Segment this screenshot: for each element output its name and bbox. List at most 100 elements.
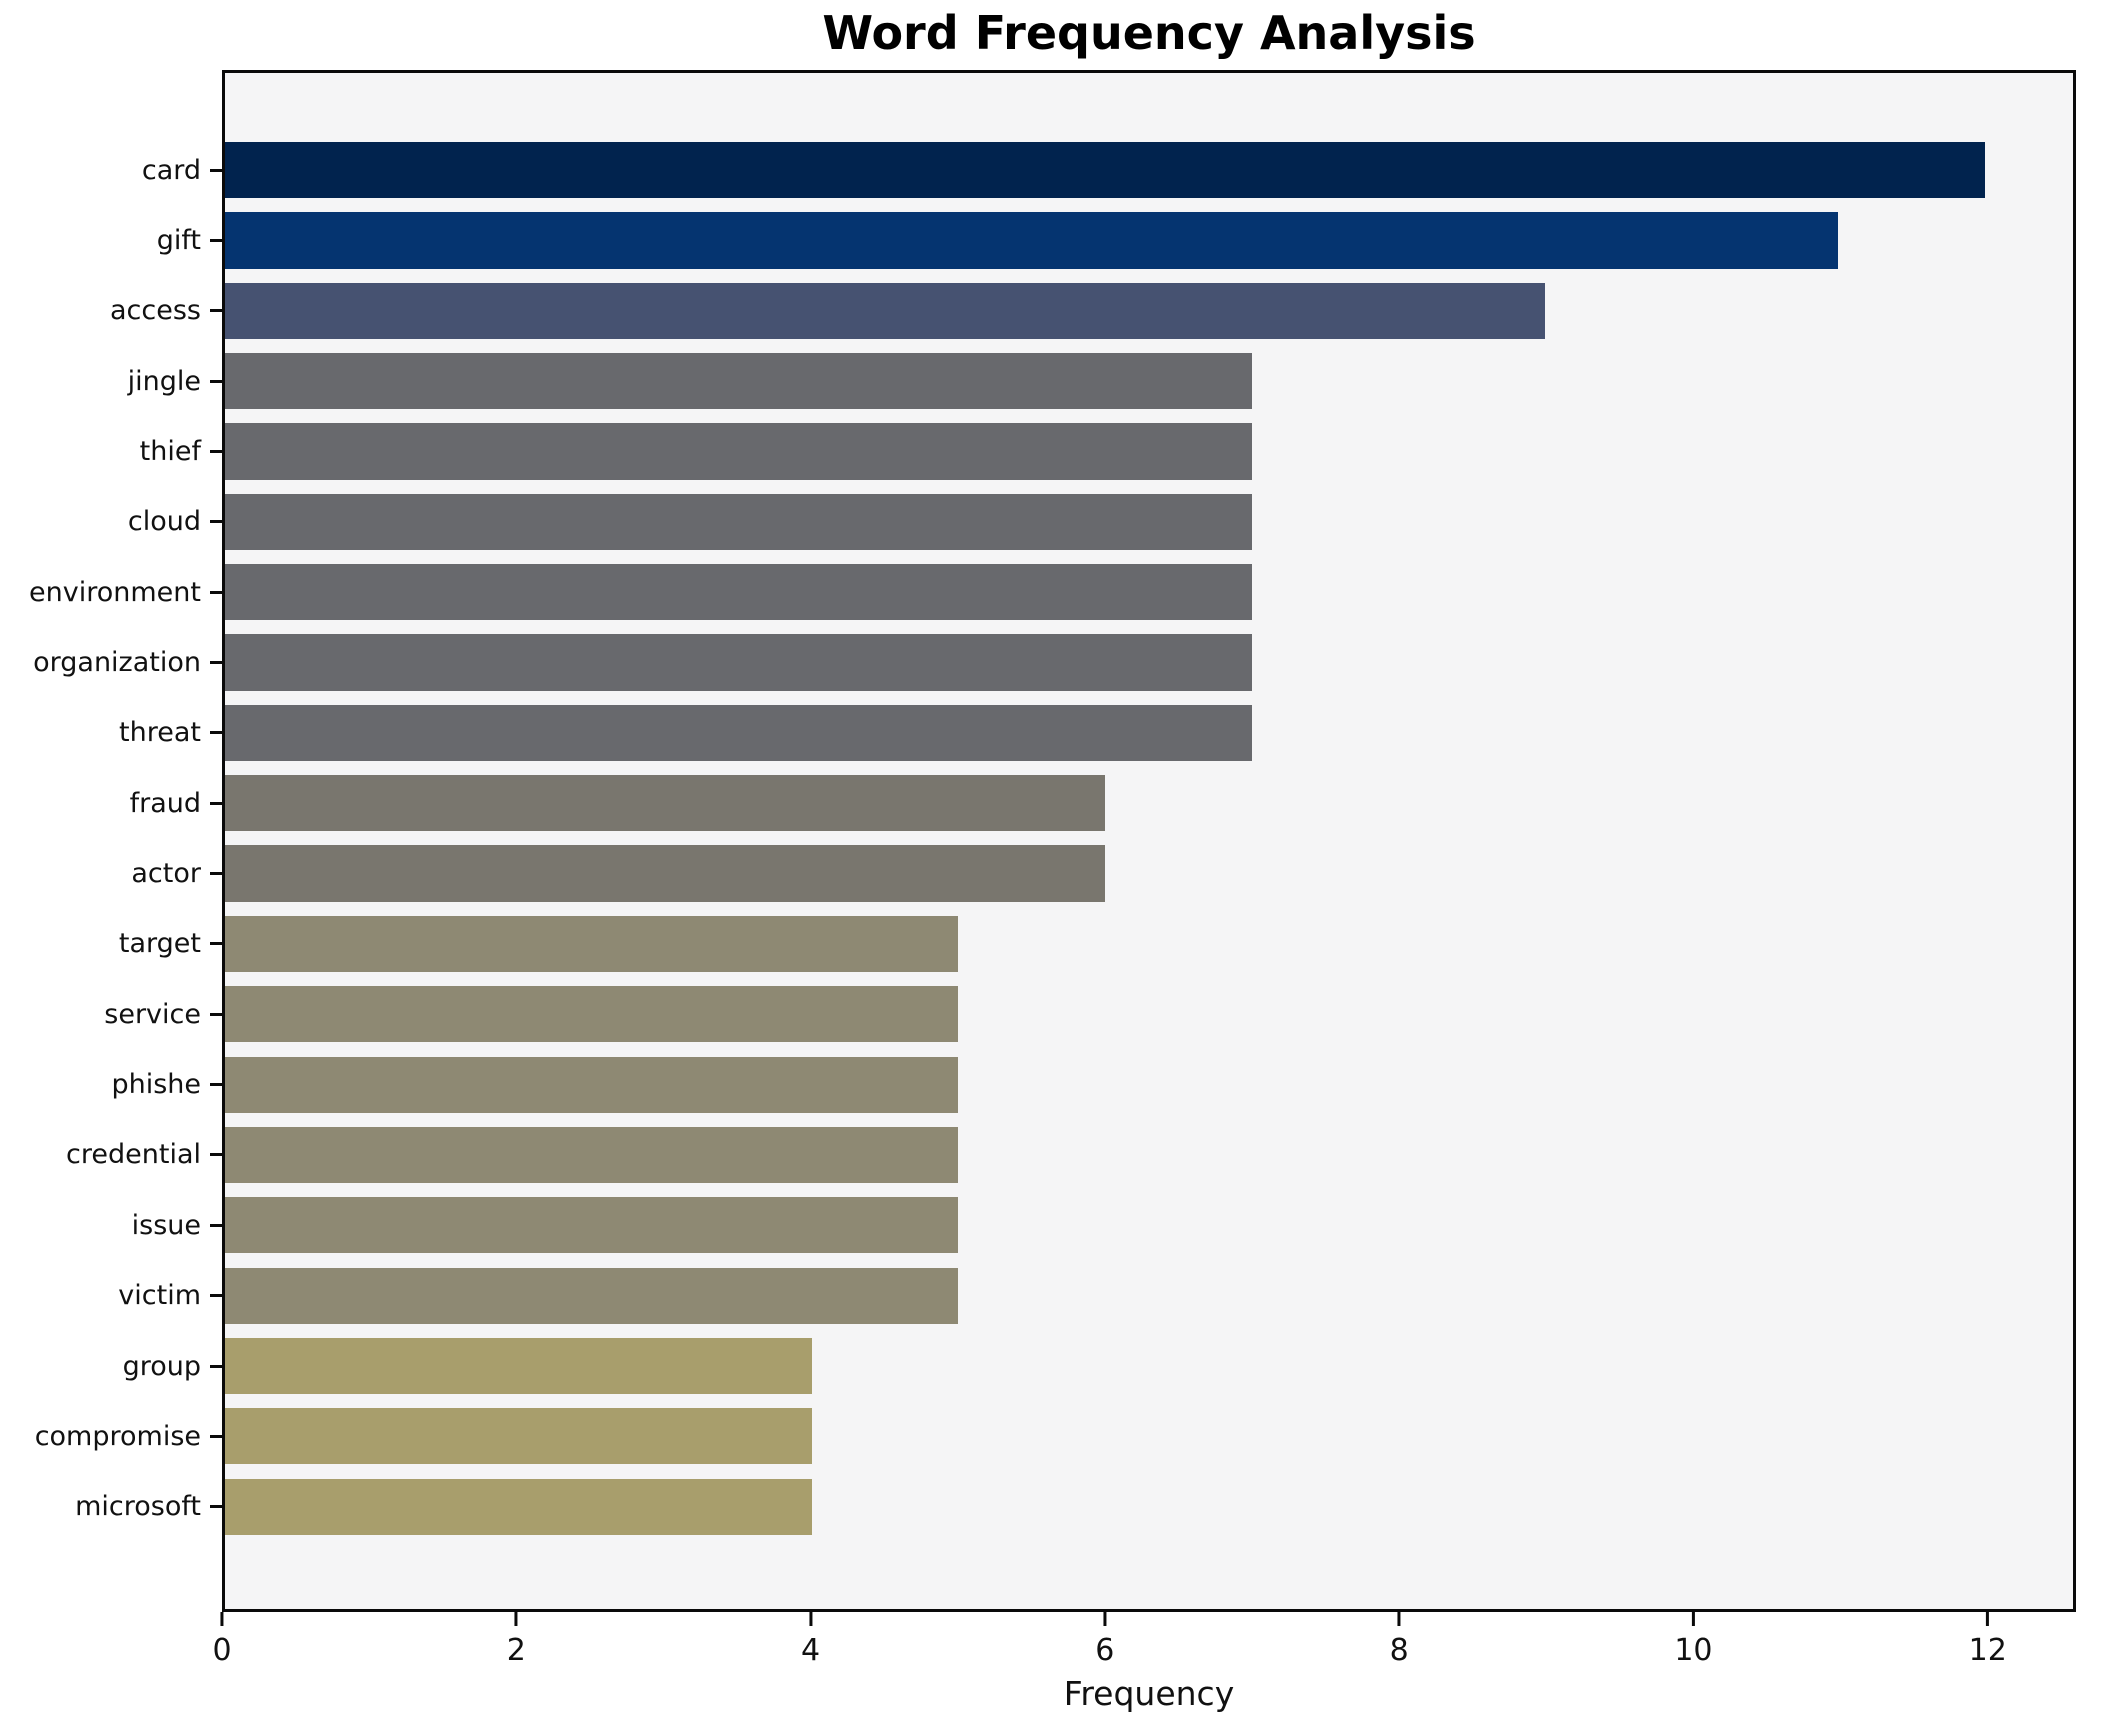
y-label-row: jingle bbox=[0, 346, 222, 416]
x-axis-title: Frequency bbox=[1063, 1674, 1235, 1713]
bar-threat bbox=[225, 704, 1252, 762]
y-label-row: gift bbox=[0, 205, 222, 275]
bar-target bbox=[225, 915, 959, 973]
y-axis-labels: card gift access jingle thief cloud environmen… bbox=[0, 135, 222, 1542]
x-tick-12: 12 bbox=[1969, 1612, 2007, 1668]
x-tick-4: 4 bbox=[801, 1612, 820, 1668]
y-label-card: card bbox=[141, 154, 201, 186]
bar-row bbox=[225, 909, 2073, 979]
x-tick-10: 10 bbox=[1674, 1612, 1713, 1668]
x-tick-label: 2 bbox=[506, 1633, 526, 1668]
x-tick-mark bbox=[809, 1612, 813, 1626]
y-tick-mark bbox=[210, 661, 222, 665]
bar-row bbox=[225, 838, 2073, 908]
x-tick-label: 4 bbox=[801, 1633, 821, 1668]
bar-row bbox=[225, 276, 2073, 346]
y-label-credential: credential bbox=[66, 1139, 201, 1171]
y-tick-mark bbox=[210, 1083, 222, 1087]
bar-row bbox=[225, 1472, 2073, 1542]
y-label-environment: environment bbox=[29, 576, 201, 608]
bar-compromise bbox=[225, 1408, 812, 1465]
y-label-victim: victim bbox=[118, 1280, 201, 1312]
y-label-row: environment bbox=[0, 557, 222, 627]
x-tick-mark bbox=[1397, 1612, 1401, 1626]
y-label-thief: thief bbox=[139, 436, 201, 468]
bar-row bbox=[225, 698, 2073, 768]
y-tick-mark bbox=[210, 1012, 222, 1016]
bar-cloud bbox=[225, 493, 1252, 551]
x-tick-label: 12 bbox=[1968, 1633, 2007, 1668]
y-tick-mark bbox=[210, 590, 222, 594]
bar-card bbox=[225, 142, 1985, 199]
y-tick-mark bbox=[210, 801, 222, 805]
y-label-row: victim bbox=[0, 1261, 222, 1331]
y-label-target: target bbox=[118, 928, 201, 960]
bar-actor bbox=[225, 845, 1105, 902]
bar-thief bbox=[225, 423, 1252, 480]
chart-title: Word Frequency Analysis bbox=[822, 6, 1476, 60]
y-label-phishe: phishe bbox=[111, 1069, 201, 1101]
x-tick-mark bbox=[1986, 1612, 1990, 1626]
y-tick-mark bbox=[210, 379, 222, 383]
x-axis: 0 2 4 6 8 10 12 bbox=[212, 1612, 2076, 1712]
x-tick-6: 6 bbox=[1095, 1612, 1114, 1668]
bar-row bbox=[225, 557, 2073, 627]
y-label-row: service bbox=[0, 979, 222, 1049]
bar-row bbox=[225, 416, 2073, 486]
y-label-row: issue bbox=[0, 1190, 222, 1260]
bar-row bbox=[225, 346, 2073, 416]
y-tick-mark bbox=[210, 168, 222, 172]
y-tick-mark bbox=[210, 942, 222, 946]
y-label-compromise: compromise bbox=[34, 1420, 201, 1452]
y-tick-mark bbox=[210, 1434, 222, 1438]
y-label-actor: actor bbox=[131, 858, 201, 890]
bar-row bbox=[225, 1401, 2073, 1471]
y-label-gift: gift bbox=[156, 225, 201, 257]
y-tick-mark bbox=[210, 1153, 222, 1157]
x-tick-label: 8 bbox=[1389, 1633, 1409, 1668]
y-label-row: threat bbox=[0, 698, 222, 768]
y-tick-mark bbox=[210, 1223, 222, 1227]
bar-row bbox=[225, 205, 2073, 275]
y-label-organization: organization bbox=[33, 647, 201, 679]
bar-row bbox=[225, 627, 2073, 697]
y-label-access: access bbox=[110, 295, 201, 327]
x-tick-mark bbox=[514, 1612, 518, 1626]
y-label-row: card bbox=[0, 135, 222, 205]
bar-environment bbox=[225, 564, 1252, 621]
bar-organization bbox=[225, 634, 1252, 691]
bar-row bbox=[225, 979, 2073, 1049]
plot-area bbox=[222, 70, 2076, 1612]
y-label-group: group bbox=[122, 1350, 201, 1382]
x-tick-2: 2 bbox=[507, 1612, 526, 1668]
bar-issue bbox=[225, 1197, 959, 1254]
y-label-cloud: cloud bbox=[127, 506, 201, 538]
x-tick-label: 0 bbox=[212, 1633, 232, 1668]
bar-service bbox=[225, 986, 959, 1043]
bars-container bbox=[225, 135, 2073, 1542]
y-label-microsoft: microsoft bbox=[75, 1491, 201, 1523]
y-label-row: organization bbox=[0, 627, 222, 697]
bar-microsoft bbox=[225, 1478, 812, 1535]
y-tick-mark bbox=[210, 1364, 222, 1368]
bar-row bbox=[225, 135, 2073, 205]
y-label-row: phishe bbox=[0, 1049, 222, 1119]
bar-group bbox=[225, 1337, 812, 1395]
bar-row bbox=[225, 1261, 2073, 1331]
bar-credential bbox=[225, 1126, 959, 1184]
y-tick-mark bbox=[210, 1505, 222, 1509]
y-label-row: fraud bbox=[0, 768, 222, 838]
bar-row bbox=[225, 1331, 2073, 1401]
bar-phishe bbox=[225, 1056, 959, 1113]
bar-gift bbox=[225, 212, 1839, 269]
x-tick-mark bbox=[1103, 1612, 1107, 1626]
x-tick-label: 6 bbox=[1095, 1633, 1115, 1668]
bar-row bbox=[225, 1049, 2073, 1119]
bar-row bbox=[225, 1190, 2073, 1260]
bar-row bbox=[225, 1120, 2073, 1190]
y-label-row: microsoft bbox=[0, 1472, 222, 1542]
y-label-threat: threat bbox=[119, 717, 201, 749]
y-tick-mark bbox=[210, 731, 222, 735]
y-label-row: group bbox=[0, 1331, 222, 1401]
